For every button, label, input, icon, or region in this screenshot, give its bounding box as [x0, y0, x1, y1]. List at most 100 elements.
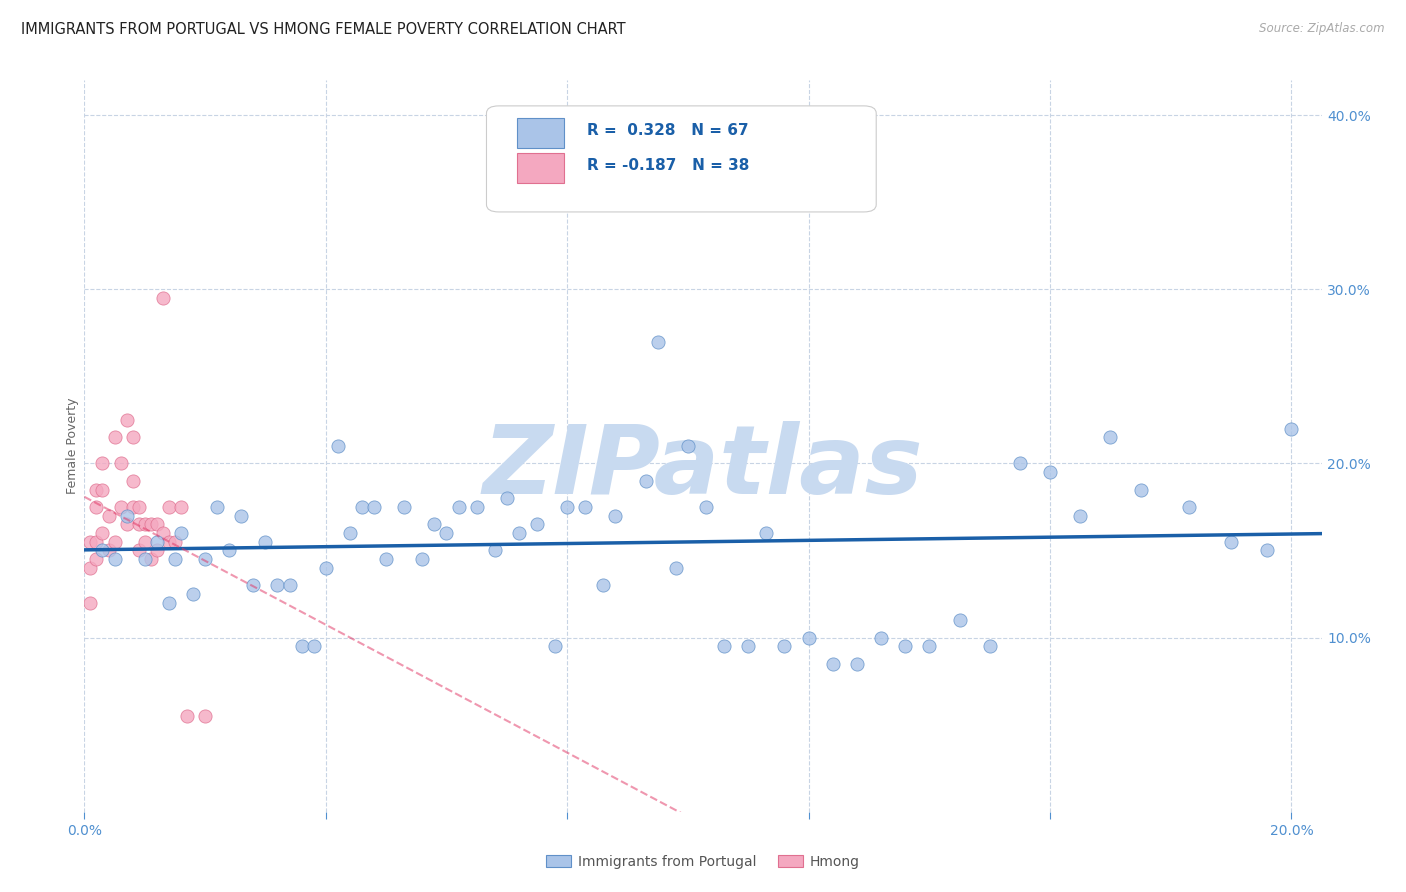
Point: [1178, 500, 1201, 514]
Point: [737, 640, 759, 654]
Point: [254, 534, 277, 549]
Point: [508, 526, 530, 541]
Point: [134, 534, 156, 549]
Point: [146, 517, 169, 532]
Point: [363, 500, 385, 514]
Point: [592, 578, 614, 592]
Point: [79, 561, 101, 575]
Point: [1281, 421, 1303, 435]
Point: [86, 534, 108, 549]
Point: [231, 508, 253, 523]
Text: ZIPatlas: ZIPatlas: [482, 421, 924, 515]
FancyBboxPatch shape: [517, 118, 564, 148]
Point: [170, 526, 193, 541]
Point: [115, 508, 138, 523]
Point: [163, 534, 186, 549]
Point: [411, 552, 433, 566]
Point: [1039, 465, 1062, 479]
Point: [91, 543, 114, 558]
Point: [870, 631, 893, 645]
Point: [139, 517, 162, 532]
Point: [266, 578, 288, 592]
Point: [146, 534, 169, 549]
Point: [845, 657, 868, 671]
Point: [97, 543, 120, 558]
Point: [1008, 457, 1031, 471]
Text: Source: ZipAtlas.com: Source: ZipAtlas.com: [1260, 22, 1385, 36]
Point: [465, 500, 488, 514]
Point: [163, 552, 186, 566]
Point: [110, 457, 132, 471]
Point: [695, 500, 717, 514]
Point: [79, 596, 101, 610]
Point: [605, 508, 627, 523]
Point: [91, 483, 114, 497]
Point: [103, 552, 125, 566]
Point: [86, 552, 108, 566]
Point: [121, 430, 143, 444]
Point: [1069, 508, 1091, 523]
Point: [152, 291, 174, 305]
Point: [278, 578, 301, 592]
FancyBboxPatch shape: [486, 106, 876, 212]
Point: [1099, 430, 1122, 444]
Point: [115, 413, 138, 427]
Point: [181, 587, 204, 601]
Point: [128, 543, 150, 558]
Point: [176, 709, 198, 723]
Point: [1256, 543, 1278, 558]
Point: [115, 517, 138, 532]
Point: [616, 161, 638, 175]
Point: [979, 640, 1001, 654]
Point: [121, 474, 143, 488]
Point: [291, 640, 314, 654]
Point: [948, 613, 970, 627]
Point: [797, 631, 820, 645]
Point: [86, 483, 108, 497]
Point: [146, 543, 169, 558]
Point: [339, 526, 361, 541]
Y-axis label: Female Poverty: Female Poverty: [66, 398, 79, 494]
Point: [242, 578, 264, 592]
Point: [91, 526, 114, 541]
Point: [574, 500, 596, 514]
Point: [139, 552, 162, 566]
Point: [103, 430, 125, 444]
Point: [647, 334, 669, 349]
Point: [302, 640, 325, 654]
Point: [134, 517, 156, 532]
Point: [350, 500, 373, 514]
Point: [218, 543, 240, 558]
Point: [194, 552, 217, 566]
Text: R =  0.328   N = 67: R = 0.328 N = 67: [586, 123, 748, 138]
Point: [110, 500, 132, 514]
Point: [157, 534, 180, 549]
Point: [821, 657, 844, 671]
Point: [918, 640, 941, 654]
Point: [447, 500, 470, 514]
Point: [495, 491, 517, 506]
Point: [128, 517, 150, 532]
Point: [894, 640, 917, 654]
Point: [157, 596, 180, 610]
Point: [634, 474, 657, 488]
Point: [555, 500, 578, 514]
Point: [103, 534, 125, 549]
Point: [79, 534, 101, 549]
Point: [157, 500, 180, 514]
Point: [544, 640, 567, 654]
Point: [484, 543, 506, 558]
Legend: Immigrants from Portugal, Hmong: Immigrants from Portugal, Hmong: [541, 849, 865, 874]
Point: [91, 457, 114, 471]
Point: [526, 517, 548, 532]
Point: [86, 500, 108, 514]
Point: [326, 439, 349, 453]
Point: [1129, 483, 1152, 497]
Point: [773, 640, 796, 654]
Point: [755, 526, 778, 541]
Point: [665, 561, 688, 575]
Point: [436, 526, 458, 541]
Point: [152, 526, 174, 541]
Point: [1220, 534, 1243, 549]
Point: [121, 500, 143, 514]
